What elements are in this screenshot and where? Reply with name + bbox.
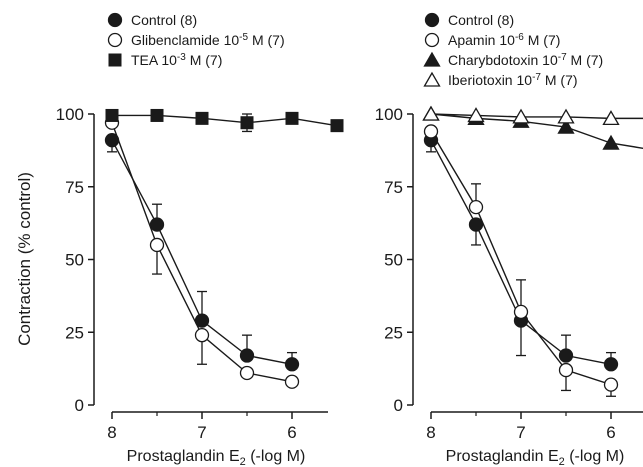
legend-label: TEA 10-3 M (7): [131, 52, 222, 69]
legend-marker: [107, 32, 123, 48]
series-filled-square: [105, 108, 344, 133]
series-filled-circle: [104, 133, 300, 372]
legend-label: Glibenclamide 10-5 M (7): [131, 32, 285, 49]
series-line: [430, 113, 643, 149]
y-axis-label: Contraction (% control): [15, 172, 34, 346]
data-point: [558, 348, 574, 363]
data-point: [284, 357, 300, 372]
y-tick-label: 75: [384, 178, 403, 197]
data-point: [603, 357, 619, 372]
legend-label: Control (8): [448, 12, 514, 28]
y-tick-label: 100: [56, 105, 84, 124]
x-tick-label: 6: [606, 423, 615, 442]
data-point: [150, 108, 164, 122]
series-open-triangle: [422, 105, 643, 126]
legend-label: Iberiotoxin 10-7 M (7): [448, 72, 578, 89]
y-tick-label: 0: [75, 396, 84, 415]
y-tick-label: 0: [394, 396, 403, 415]
legend-label: Apamin 10-6 M (7): [448, 32, 560, 49]
data-point: [423, 124, 439, 139]
x-axis-label: Prostaglandin E2 (-log M): [127, 448, 306, 467]
legend-label: Control (8): [131, 12, 197, 28]
data-point: [467, 107, 485, 123]
data-point: [284, 374, 300, 389]
y-tick-label: 75: [65, 178, 84, 197]
y-tick-label: 100: [375, 105, 403, 124]
data-point: [513, 304, 529, 320]
data-point: [602, 134, 620, 150]
data-point: [149, 237, 165, 253]
legend-marker: [423, 71, 441, 87]
x-axis-label: Prostaglandin E2 (-log M): [446, 448, 625, 467]
y-tick-label: 25: [384, 323, 403, 342]
series-line: [430, 113, 643, 120]
data-point: [558, 362, 574, 378]
legend-marker: [423, 51, 441, 67]
data-point: [557, 108, 575, 124]
data-point: [468, 199, 484, 215]
right-panel: 0 25 50 75 100 8 7 6 Prostaglandin E2 (-log M) Co…: [375, 12, 643, 467]
series-line: [112, 114, 338, 127]
legend-label: Charybdotoxin 10-7 M (7): [448, 52, 603, 69]
x-tick-label: 8: [107, 423, 116, 442]
data-point: [422, 105, 440, 121]
data-point: [468, 217, 484, 232]
data-point: [239, 348, 255, 363]
data-point: [149, 217, 165, 232]
data-point: [240, 116, 254, 130]
series-filled-circle: [423, 133, 619, 372]
data-point: [285, 111, 299, 125]
data-point: [512, 108, 530, 124]
legend-marker: [108, 53, 122, 67]
y-tick-label: 50: [384, 251, 403, 270]
data-point: [195, 111, 209, 125]
data-point: [194, 328, 210, 343]
data-point: [602, 110, 620, 126]
data-point: [239, 365, 255, 381]
x-tick-label: 7: [516, 423, 525, 442]
y-tick-label: 25: [65, 323, 84, 342]
left-panel: 0 25 50 75 100 8 7 6 Prostaglandin E2 (-log M) Co…: [56, 12, 344, 467]
data-point: [603, 377, 619, 392]
data-point: [557, 118, 575, 134]
y-tick-label: 50: [65, 251, 84, 270]
data-point: [330, 119, 344, 133]
x-tick-label: 8: [426, 423, 435, 442]
x-tick-label: 7: [197, 423, 206, 442]
legend-marker: [424, 12, 440, 28]
legend-marker: [107, 12, 123, 28]
data-point: [105, 108, 119, 122]
legend-marker: [424, 32, 440, 48]
series-open-circle: [423, 124, 619, 397]
series-open-circle: [104, 115, 300, 389]
x-tick-label: 6: [287, 423, 296, 442]
